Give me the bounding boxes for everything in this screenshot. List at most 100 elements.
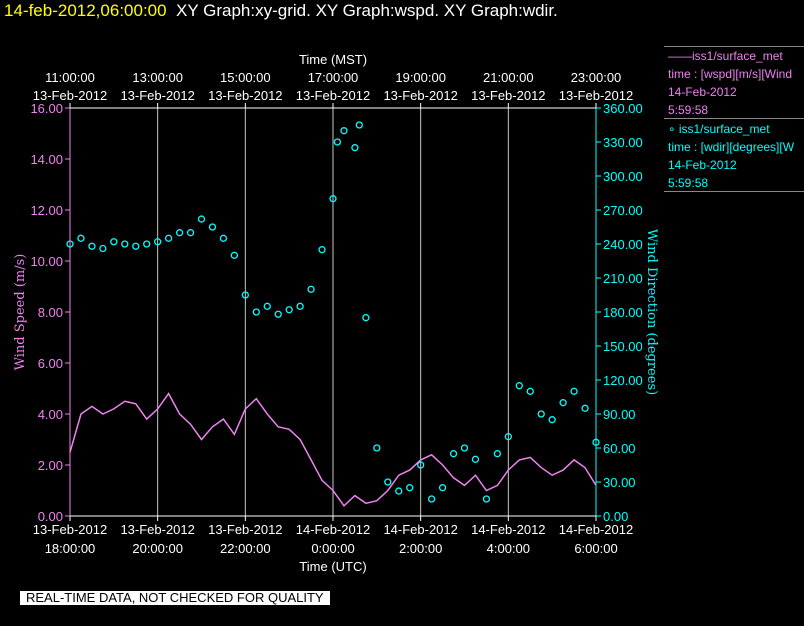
wind-direction-point <box>230 251 239 259</box>
bottom-tick-time: 6:00:00 <box>574 541 617 556</box>
y-right-tick-label: 120.00 <box>603 373 643 388</box>
bottom-tick-time: 2:00:00 <box>399 541 442 556</box>
bottom-tick-time: 18:00:00 <box>45 541 96 556</box>
wind-direction-point <box>208 223 217 231</box>
wind-direction-point <box>285 306 293 314</box>
bottom-tick-date: 14-Feb-2012 <box>559 522 633 537</box>
wind-direction-point <box>88 242 96 250</box>
wind-direction-point <box>482 495 491 503</box>
top-tick-date: 13-Feb-2012 <box>296 88 370 103</box>
wind-direction-point <box>333 138 342 146</box>
bottom-tick-time: 0:00:00 <box>311 541 354 556</box>
wind-direction-point <box>263 302 271 310</box>
series-wind-direction <box>66 121 600 503</box>
bottom-axis-title: Time (UTC) <box>299 559 366 574</box>
series-wind-speed <box>69 392 597 507</box>
wind-direction-point <box>384 478 392 486</box>
wind-direction-point <box>504 433 512 441</box>
y-left-tick-label: 8.00 <box>38 305 63 320</box>
wind-direction-point <box>132 242 140 250</box>
y-right-tick-label: 150.00 <box>603 339 643 354</box>
wind-direction-point <box>493 450 502 458</box>
top-tick-time: 21:00:00 <box>483 70 534 85</box>
wind-direction-point <box>110 238 118 246</box>
wind-direction-point <box>186 229 195 237</box>
top-tick-time: 15:00:00 <box>220 70 271 85</box>
wind-direction-point <box>570 387 578 395</box>
wind-direction-point <box>355 121 363 129</box>
title-timestamp: 14-feb-2012,06:00:00 <box>4 1 167 20</box>
top-tick-date: 13-Feb-2012 <box>33 88 107 103</box>
wind-direction-point <box>351 144 359 152</box>
chart-title: 14-feb-2012,06:00:00 XY Graph:xy-grid. X… <box>4 1 558 21</box>
top-tick-time: 17:00:00 <box>308 70 359 85</box>
top-tick-date: 13-Feb-2012 <box>208 88 282 103</box>
wind-direction-point <box>373 444 381 452</box>
legend-wspd-source: ——iss1/surface_met <box>668 49 783 63</box>
wind-direction-point <box>143 240 151 248</box>
legend-wdir-variable: time : [wdir][degrees][W <box>668 140 795 154</box>
wind-direction-point <box>449 450 458 458</box>
wind-direction-point <box>395 487 403 495</box>
bottom-tick-date: 13-Feb-2012 <box>120 522 194 537</box>
wind-direction-point <box>548 416 556 424</box>
legend-wdir-time: 5:59:58 <box>668 176 709 190</box>
y-left-axis-title: Wind Speed (m/s) <box>13 254 28 371</box>
wind-direction-point <box>252 308 260 316</box>
wind-direction-point <box>460 444 469 452</box>
wind-speed-line <box>69 392 597 507</box>
y-left-tick-label: 14.00 <box>30 152 63 167</box>
y-left-tick-label: 12.00 <box>30 203 63 218</box>
wind-direction-point <box>471 455 480 463</box>
legend-divider <box>664 46 804 47</box>
y-right-tick-label: 0.00 <box>603 509 628 524</box>
y-left-tick-label: 16.00 <box>30 101 63 116</box>
wind-direction-point <box>438 484 447 492</box>
y-left-tick-label: 2.00 <box>38 458 63 473</box>
y-right-axis-title: Wind Direction (degrees) <box>644 229 659 395</box>
top-tick-time: 23:00:00 <box>571 70 622 85</box>
legend-wdir-date: 14-Feb-2012 <box>668 158 737 172</box>
y-right-tick-label: 270.00 <box>603 203 643 218</box>
y-right-tick-label: 210.00 <box>603 271 643 286</box>
top-tick-date: 13-Feb-2012 <box>471 88 545 103</box>
y-left-tick-label: 10.00 <box>30 254 63 269</box>
legend-wspd-variable: time : [wspd][m/s][Wind <box>668 67 793 81</box>
y-right-tick-label: 30.00 <box>603 475 636 490</box>
legend-wspd-date: 14-Feb-2012 <box>668 85 737 99</box>
wind-direction-point <box>559 399 567 407</box>
wind-direction-point <box>99 244 107 253</box>
bottom-tick-time: 4:00:00 <box>487 541 530 556</box>
y-left-tick-label: 4.00 <box>38 407 63 422</box>
top-tick-date: 13-Feb-2012 <box>559 88 633 103</box>
legend-wdir-source: ∘ iss1/surface_met <box>668 122 770 136</box>
top-tick-time: 11:00:00 <box>45 70 95 85</box>
wind-direction-point <box>164 234 173 242</box>
wind-direction-point <box>417 461 425 469</box>
quality-disclaimer: REAL-TIME DATA, NOT CHECKED FOR QUALITY <box>20 591 330 605</box>
top-tick-date: 13-Feb-2012 <box>120 88 194 103</box>
y-right-tick-label: 60.00 <box>603 441 636 456</box>
title-graph-names: XY Graph:xy-grid. XY Graph:wspd. XY Grap… <box>176 1 558 20</box>
wind-direction-point <box>219 234 228 242</box>
bottom-tick-date: 14-Feb-2012 <box>383 522 457 537</box>
y-right-tick-label: 330.00 <box>603 135 643 150</box>
y-right-tick-label: 90.00 <box>603 407 636 422</box>
legend-wspd-time: 5:59:58 <box>668 103 709 117</box>
wind-direction-point <box>197 215 206 223</box>
wind-direction-point <box>175 229 184 237</box>
top-tick-time: 13:00:00 <box>132 70 183 85</box>
legend-divider <box>664 191 804 192</box>
wind-direction-point <box>526 387 534 395</box>
wind-direction-point <box>340 127 348 135</box>
bottom-tick-date: 14-Feb-2012 <box>296 522 370 537</box>
y-right-tick-label: 300.00 <box>603 169 643 184</box>
bottom-tick-time: 22:00:00 <box>220 541 271 556</box>
wind-direction-point <box>318 246 326 254</box>
wind-direction-point <box>274 310 282 318</box>
bottom-tick-date: 13-Feb-2012 <box>33 522 107 537</box>
wind-direction-point <box>307 285 315 293</box>
wind-direction-point <box>77 234 85 242</box>
y-right-tick-label: 240.00 <box>603 237 643 252</box>
